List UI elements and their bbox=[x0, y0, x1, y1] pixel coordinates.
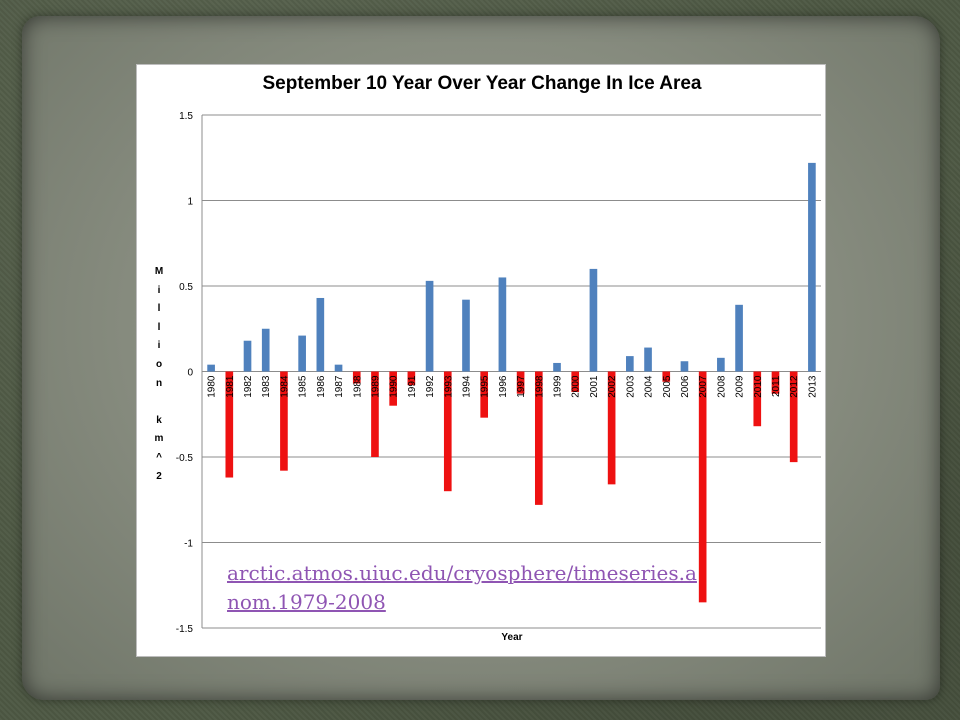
x-tick-label: 2004 bbox=[644, 375, 655, 398]
bar bbox=[771, 371, 780, 394]
x-tick-label: 1998 bbox=[534, 375, 545, 398]
bar bbox=[261, 328, 270, 372]
x-tick-label: 2005 bbox=[662, 375, 673, 398]
x-tick-label: 1994 bbox=[461, 375, 472, 398]
y-axis-label: M i l l i o n k m ^ 2 bbox=[154, 266, 164, 482]
bar bbox=[425, 280, 434, 372]
bar-chart: 1.5 1 0.5 0 -0.5 -1 -1.5 1980 1981 1982 1983 1984 19… bbox=[176, 111, 821, 635]
bar bbox=[662, 371, 671, 382]
bar bbox=[316, 297, 325, 372]
x-tick-label: 2013 bbox=[807, 375, 818, 398]
x-tick-label: 1989 bbox=[370, 375, 381, 398]
x-tick-label: 1990 bbox=[389, 375, 400, 398]
x-tick-label: 2006 bbox=[680, 375, 691, 398]
bar bbox=[407, 371, 416, 386]
x-tick-label: 1983 bbox=[261, 375, 272, 398]
x-tick-label: 2000 bbox=[571, 375, 582, 398]
bar bbox=[534, 371, 543, 505]
x-tick-label: 1993 bbox=[443, 375, 454, 398]
x-tick-label: 1982 bbox=[243, 375, 254, 398]
x-tick-label: 2001 bbox=[589, 375, 600, 398]
source-link[interactable]: arctic.atmos.uiuc.edu/cryosphere/timeser… bbox=[227, 561, 697, 614]
bar bbox=[680, 361, 689, 372]
y-tick-label: -1.5 bbox=[176, 624, 194, 635]
x-tick-label: 1985 bbox=[298, 375, 309, 398]
bar bbox=[462, 299, 470, 372]
bar bbox=[516, 371, 525, 394]
bar bbox=[280, 371, 288, 471]
x-tick-label: 1988 bbox=[352, 375, 363, 398]
bar bbox=[243, 340, 252, 372]
x-tick-label: 2002 bbox=[607, 375, 618, 398]
bar bbox=[298, 335, 306, 372]
bar bbox=[789, 371, 798, 463]
bar bbox=[352, 371, 361, 384]
x-tick-label: 1986 bbox=[316, 375, 327, 398]
x-tick-label: 1980 bbox=[207, 375, 218, 398]
x-tick-label: 1992 bbox=[425, 375, 436, 398]
bar bbox=[717, 357, 725, 372]
bar bbox=[553, 362, 561, 372]
chart-panel: 1.5 1 0.5 0 -0.5 -1 -1.5 1980 1981 1982 1983 1984 19… bbox=[136, 64, 826, 657]
x-tick-label: 1987 bbox=[334, 375, 345, 398]
x-tick-label: 1984 bbox=[279, 375, 290, 398]
bar bbox=[225, 371, 234, 478]
bar bbox=[735, 304, 743, 372]
y-tick-label: 1.5 bbox=[179, 111, 193, 122]
bar bbox=[443, 371, 452, 492]
chart-title: September 10 Year Over Year Change In Ic… bbox=[262, 73, 702, 94]
y-tick-label: 1 bbox=[187, 197, 193, 208]
x-tick-label: 2008 bbox=[716, 375, 727, 398]
x-tick-label: 1991 bbox=[407, 375, 418, 398]
bar bbox=[371, 371, 379, 457]
x-tick-label: 1997 bbox=[516, 375, 527, 398]
bar bbox=[626, 356, 634, 372]
x-tick-label: 1999 bbox=[553, 375, 564, 398]
bar bbox=[808, 162, 816, 372]
x-tick-label: 2009 bbox=[735, 375, 746, 398]
x-tick-label: 2010 bbox=[753, 375, 764, 398]
x-tick-label: 1981 bbox=[225, 375, 236, 398]
x-axis-label: Year bbox=[501, 632, 523, 643]
bar bbox=[698, 371, 707, 603]
x-tick-label: 2012 bbox=[789, 375, 800, 398]
bar bbox=[607, 371, 616, 485]
x-tick-label: 2003 bbox=[625, 375, 636, 398]
x-tick-label: 2011 bbox=[771, 375, 782, 397]
bar bbox=[389, 371, 397, 406]
bar bbox=[644, 347, 652, 372]
y-tick-label: -1 bbox=[184, 539, 193, 550]
y-tick-label: 0 bbox=[187, 368, 193, 379]
x-tick-label: 2007 bbox=[698, 375, 709, 398]
x-tick-label: 1996 bbox=[498, 375, 509, 398]
x-tick-label: 1995 bbox=[480, 375, 491, 398]
bar bbox=[571, 371, 580, 393]
bar bbox=[334, 364, 343, 372]
y-tick-label: 0.5 bbox=[179, 282, 193, 293]
y-tick-label: -0.5 bbox=[176, 453, 194, 464]
bar bbox=[753, 371, 762, 427]
bar bbox=[498, 277, 507, 372]
bar bbox=[589, 268, 598, 372]
bar bbox=[207, 364, 215, 372]
bar bbox=[480, 371, 489, 418]
